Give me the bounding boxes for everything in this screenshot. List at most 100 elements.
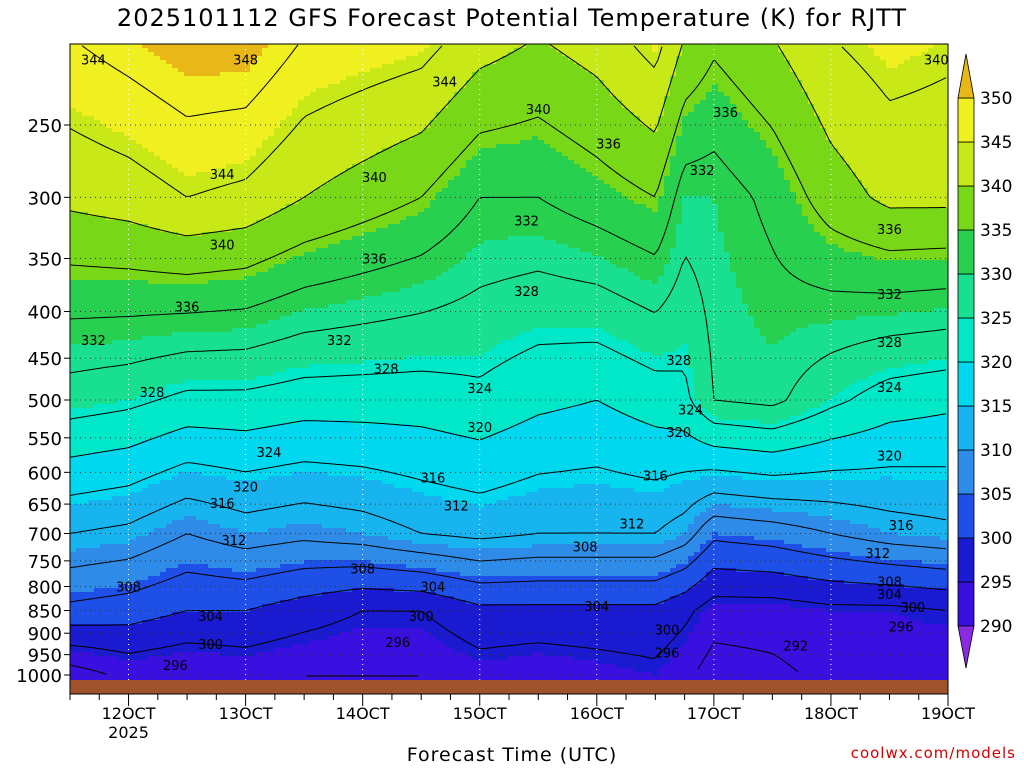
colorbar-band xyxy=(958,98,974,142)
colorbar-high-arrow xyxy=(958,54,974,98)
colorbar-band xyxy=(958,450,974,494)
contour-label: 296 xyxy=(889,621,914,636)
contour-label: 324 xyxy=(678,403,703,418)
contour-label: 340 xyxy=(924,54,949,69)
colorbar-band xyxy=(958,538,974,582)
y-tick-label: 950 xyxy=(28,646,62,667)
y-tick-label: 500 xyxy=(28,391,62,412)
contour-label: 324 xyxy=(877,381,902,396)
contour-label: 304 xyxy=(584,600,609,615)
y-tick-label: 1000 xyxy=(16,666,62,687)
y-tick-label: 350 xyxy=(28,249,62,270)
contour-label: 348 xyxy=(233,54,258,69)
y-tick-label: 600 xyxy=(28,463,62,484)
colorbar-label: 320 xyxy=(980,353,1012,373)
contour-label: 328 xyxy=(140,386,165,401)
colorbar-band xyxy=(958,318,974,362)
colorbar-label: 340 xyxy=(980,177,1012,197)
x-tick-label: 14OCT xyxy=(336,704,390,723)
y-tick-label: 550 xyxy=(28,429,62,450)
x-tick-label: 12OCT xyxy=(102,704,156,723)
colorbar-band xyxy=(958,582,974,626)
colorbar-band xyxy=(958,230,974,274)
contour-label: 316 xyxy=(210,497,235,512)
y-tick-label: 800 xyxy=(28,577,62,598)
contour-label: 344 xyxy=(210,168,235,183)
contour-label: 300 xyxy=(198,638,223,653)
contour-label: 300 xyxy=(900,601,925,616)
x-tick-label: 19OCT xyxy=(921,704,975,723)
contour-label: 328 xyxy=(514,285,539,300)
colorbar-label: 345 xyxy=(980,133,1012,153)
contour-label: 344 xyxy=(432,75,457,90)
x-tick-label: 13OCT xyxy=(219,704,273,723)
contour-label: 336 xyxy=(362,252,387,267)
colorbar-band xyxy=(958,406,974,450)
colorbar-label: 305 xyxy=(980,485,1012,505)
contour-label: 336 xyxy=(713,106,738,121)
colorbar-label: 350 xyxy=(980,89,1012,109)
x-tick-label: 16OCT xyxy=(570,704,624,723)
contour-label: 304 xyxy=(198,610,223,625)
contour-label: 332 xyxy=(690,164,715,179)
contour-label: 308 xyxy=(573,540,598,555)
contour-label: 336 xyxy=(596,138,621,153)
contour-label: 312 xyxy=(865,547,890,562)
y-tick-label: 750 xyxy=(28,552,62,573)
contour-label: 336 xyxy=(877,223,902,238)
contour-label: 332 xyxy=(877,288,902,303)
contour-label: 320 xyxy=(467,421,492,436)
contour-label: 296 xyxy=(385,636,410,651)
contour-label: 340 xyxy=(526,103,551,118)
colorbar-label: 325 xyxy=(980,309,1012,329)
source-credit: coolwx.com/models xyxy=(851,744,1016,762)
y-tick-label: 250 xyxy=(28,116,62,137)
contour-label: 316 xyxy=(889,519,914,534)
contour-label: 316 xyxy=(643,470,668,485)
colorbar-label: 335 xyxy=(980,221,1012,241)
contour-label: 312 xyxy=(620,518,645,533)
contour-label: 340 xyxy=(362,171,387,186)
contour-label: 324 xyxy=(257,446,282,461)
contour-label: 332 xyxy=(81,334,106,349)
contour-label: 312 xyxy=(444,499,469,514)
contour-label: 296 xyxy=(655,647,680,662)
contour-label: 320 xyxy=(877,449,902,464)
contour-label: 324 xyxy=(467,382,492,397)
contour-label: 308 xyxy=(116,580,141,595)
contour-label: 328 xyxy=(877,336,902,351)
colorbar-band xyxy=(958,274,974,318)
contour-label: 332 xyxy=(514,214,539,229)
x-tick-label: 17OCT xyxy=(687,704,741,723)
contour-label: 312 xyxy=(221,534,246,549)
y-tick-label: 900 xyxy=(28,624,62,645)
colorbar-band xyxy=(958,494,974,538)
contour-label: 328 xyxy=(374,363,399,378)
colorbar-band xyxy=(958,362,974,406)
x-tick-label: 18OCT xyxy=(804,704,858,723)
colorbar-label: 310 xyxy=(980,441,1012,461)
contour-label: 316 xyxy=(420,472,445,487)
colorbar-label: 315 xyxy=(980,397,1012,417)
contour-label: 300 xyxy=(409,610,434,625)
y-axis: 2503003504004505005506006507007508008509… xyxy=(16,116,70,687)
y-tick-label: 300 xyxy=(28,188,62,209)
contour-label: 300 xyxy=(655,624,680,639)
y-tick-label: 850 xyxy=(28,602,62,623)
contour-label: 344 xyxy=(81,54,106,69)
contour-label: 304 xyxy=(877,588,902,603)
colorbar-band xyxy=(958,142,974,186)
contour-label: 332 xyxy=(327,334,352,349)
colorbar-label: 295 xyxy=(980,573,1012,593)
x-axis: 12OCT 13OCT 14OCT 15OCT 16OCT 17OCT 18OCT 19OCT… xyxy=(70,694,975,742)
potential-temperature-field xyxy=(70,44,953,681)
y-tick-label: 400 xyxy=(28,302,62,323)
colorbar-band xyxy=(958,186,974,230)
contour-label: 340 xyxy=(210,239,235,254)
contour-label: 304 xyxy=(420,580,445,595)
contour-label: 296 xyxy=(163,659,188,674)
contour-label: 320 xyxy=(666,426,691,441)
y-tick-label: 650 xyxy=(28,495,62,516)
